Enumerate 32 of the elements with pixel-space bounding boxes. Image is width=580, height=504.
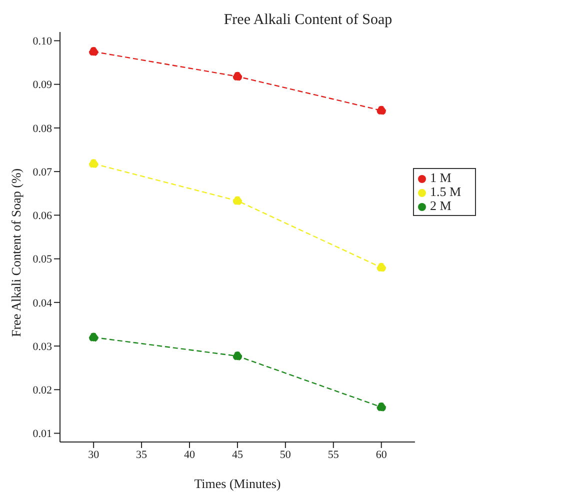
y-tick-label: 0.09: [32, 79, 52, 92]
y-tick-label: 0.06: [32, 210, 52, 222]
legend-label: 2 M: [430, 198, 452, 213]
point: [376, 106, 386, 116]
chart-title: Free Alkali Content of Soap: [224, 12, 392, 28]
y-tick-label: 0.07: [32, 166, 52, 178]
y-tick-label: 0.03: [32, 340, 52, 353]
y-tick-label: 0.02: [32, 384, 52, 397]
y-tick-label: 0.10: [32, 36, 52, 48]
point: [232, 351, 242, 361]
x-tick-label: 50: [280, 448, 292, 461]
x-tick-label: 35: [136, 448, 148, 461]
x-tick-label: 55: [328, 448, 340, 461]
y-tick-label: 0.04: [32, 297, 52, 310]
point: [232, 196, 242, 206]
point: [376, 262, 386, 272]
point: [232, 72, 242, 82]
x-tick-label: 30: [88, 448, 100, 461]
y-axis-title: Free Alkali Content of Soap (%): [8, 168, 24, 337]
point: [88, 159, 98, 168]
point: [88, 47, 98, 56]
x-tick-label: 45: [232, 448, 244, 461]
y-tick-label: 0.01: [32, 428, 52, 440]
x-tick-label: 40: [184, 448, 196, 461]
legend-label: 1 M: [430, 170, 452, 185]
x-axis-title: Times (Minutes): [194, 476, 281, 491]
point: [376, 402, 386, 412]
point: [88, 332, 98, 342]
y-tick-label: 0.08: [32, 122, 52, 135]
x-tick-label: 60: [376, 448, 388, 461]
y-tick-label: 0.05: [32, 254, 52, 266]
legend-label: 1.5 M: [430, 184, 461, 199]
